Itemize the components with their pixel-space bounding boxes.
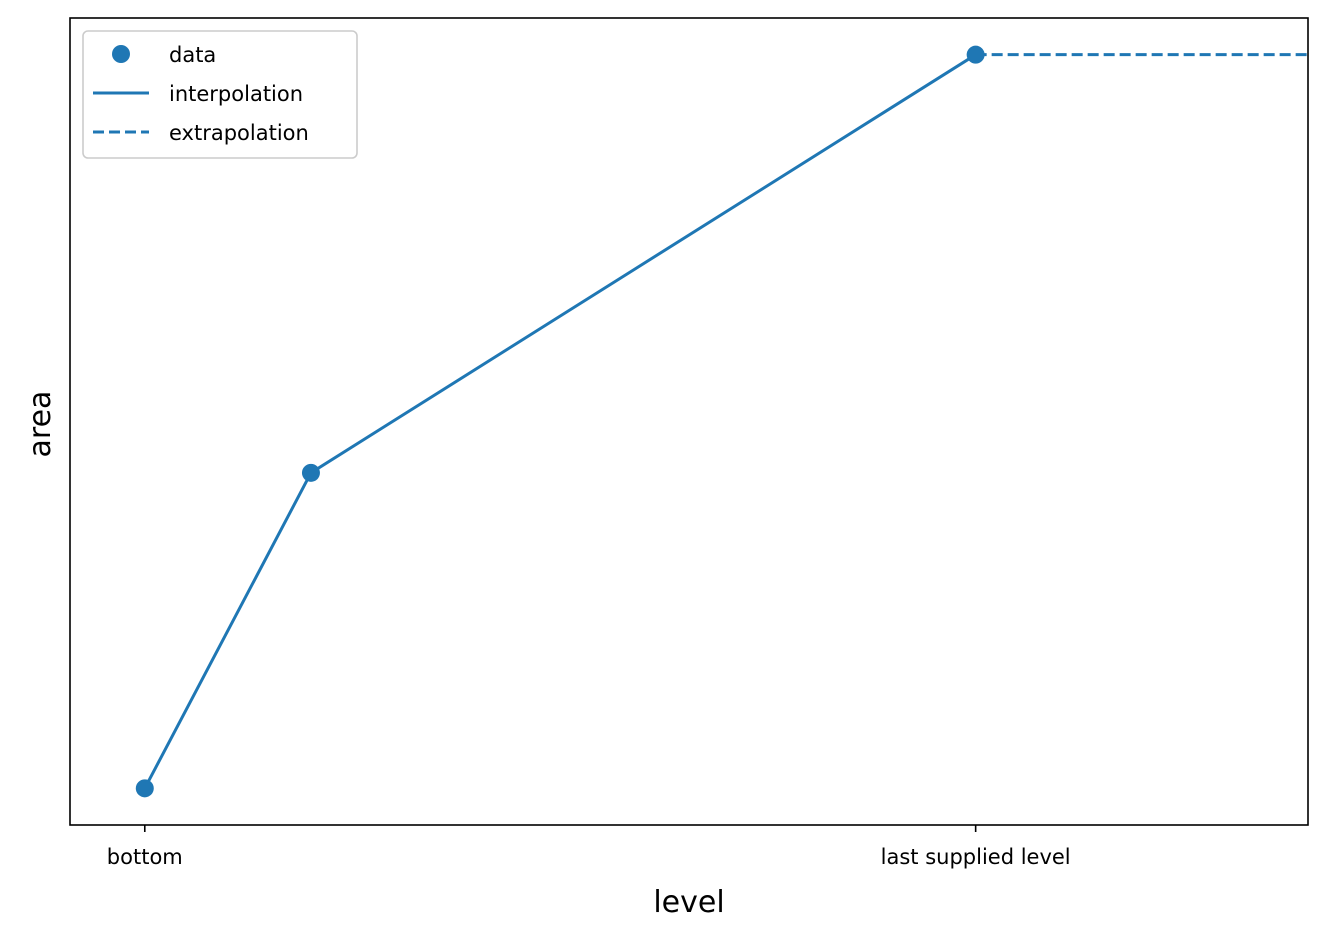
interpolation-line [143, 53, 977, 790]
legend-marker-data [112, 45, 130, 63]
x-axis-label: level [653, 885, 724, 920]
axes-frame [69, 17, 1309, 826]
x-tick-label: last supplied level [881, 845, 1071, 869]
data-point [966, 45, 985, 64]
x-tick-label: bottom [107, 845, 183, 869]
legend-label-data: data [169, 43, 216, 67]
plot-area [135, 45, 1308, 798]
legend-box [82, 30, 358, 159]
data-point [301, 463, 320, 482]
legend: data interpolation extrapolation [82, 30, 358, 159]
legend-label-extrapolation: extrapolation [169, 121, 309, 145]
y-axis-label: area [23, 391, 58, 458]
legend-label-interpolation: interpolation [169, 82, 303, 106]
data-point [135, 779, 154, 798]
x-axis-ticks: bottom last supplied level [107, 825, 1071, 869]
